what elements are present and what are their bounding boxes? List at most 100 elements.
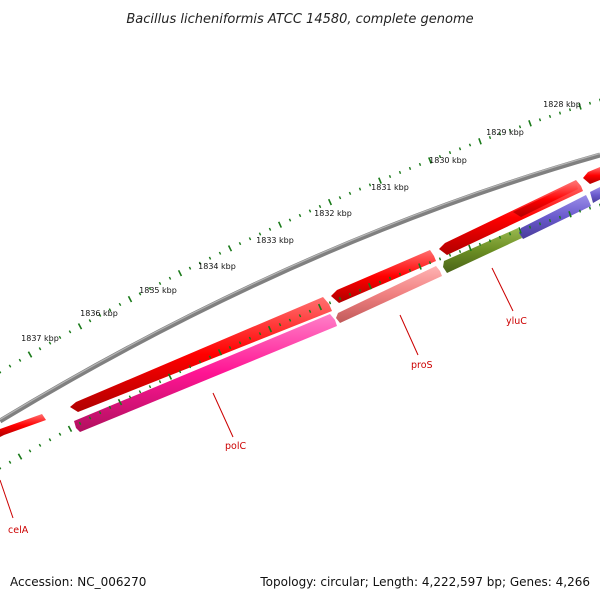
major-tick [267, 325, 273, 333]
gene-track [74, 187, 600, 432]
minor-tick [458, 147, 462, 151]
minor-tick [128, 395, 132, 399]
minor-tick [108, 405, 112, 409]
minor-tick [458, 249, 462, 254]
minor-tick [448, 253, 452, 257]
minor-tick [558, 215, 562, 219]
kbp-label: 1828 kbp [543, 100, 581, 109]
minor-tick [508, 232, 512, 236]
minor-tick [548, 114, 552, 118]
minor-tick [0, 466, 2, 470]
minor-tick [518, 125, 522, 129]
minor-tick [498, 132, 502, 136]
major-tick [27, 351, 33, 358]
minor-tick [98, 411, 102, 415]
minor-tick [28, 449, 32, 453]
minor-tick [108, 308, 112, 312]
minor-tick [188, 365, 192, 369]
kbp-label: 1835 kbp [139, 286, 177, 295]
minor-tick [268, 227, 272, 231]
minor-tick [418, 162, 422, 166]
minor-tick [58, 432, 62, 436]
minor-tick [508, 128, 512, 132]
forward-cds-track [0, 167, 600, 437]
kbp-label: 1832 kbp [314, 209, 352, 218]
minor-tick [158, 281, 162, 286]
minor-tick [138, 292, 142, 296]
minor-tick [298, 213, 302, 218]
minor-tick [0, 370, 2, 374]
gene-labels: celA polC proS yluC [0, 267, 527, 536]
kbp-label: 1831 kbp [371, 183, 409, 192]
minor-tick [198, 360, 202, 364]
minor-tick [228, 345, 232, 350]
minor-tick [208, 256, 212, 260]
minor-tick [388, 276, 392, 280]
minor-tick [298, 314, 302, 318]
major-tick [368, 282, 372, 290]
minor-tick [168, 276, 172, 280]
outer-tick-ring [0, 98, 600, 374]
genome-backbone [0, 152, 600, 424]
gene-yluC[interactable] [443, 228, 522, 273]
cds-feature[interactable] [513, 182, 578, 217]
major-tick [468, 244, 472, 252]
kbp-label: 1837 kbp [21, 334, 59, 343]
map-title: Bacillus licheniformis ATCC 14580, compl… [126, 12, 473, 27]
major-tick [77, 323, 83, 330]
gene-label-yluC[interactable]: yluC [506, 316, 527, 327]
minor-tick [278, 323, 282, 327]
topology-text: Topology: circular; Length: 4,222,597 bp… [259, 575, 590, 589]
minor-tick [288, 218, 292, 222]
minor-tick [378, 280, 382, 284]
cds-feature[interactable] [0, 414, 46, 437]
minor-tick [18, 358, 22, 362]
minor-tick [148, 287, 152, 291]
minor-tick [78, 421, 82, 425]
major-tick [117, 398, 123, 406]
minor-tick [118, 302, 122, 307]
minor-tick [138, 390, 142, 394]
gene-proS[interactable] [336, 266, 442, 323]
minor-tick [248, 237, 252, 241]
major-tick [327, 198, 333, 206]
kbp-label: 1833 kbp [256, 236, 294, 245]
major-tick [67, 425, 73, 432]
minor-tick [488, 136, 492, 140]
gene-unlabeled[interactable] [519, 195, 591, 239]
minor-tick [238, 341, 242, 345]
minor-tick [528, 225, 532, 229]
minor-tick [88, 319, 92, 323]
minor-tick [328, 301, 332, 305]
gene-label-polC[interactable]: polC [225, 441, 246, 452]
minor-tick [238, 241, 242, 246]
major-tick [127, 295, 133, 303]
minor-tick [58, 335, 62, 339]
kbp-label: 1830 kbp [429, 156, 467, 165]
minor-tick [388, 175, 392, 179]
minor-tick [158, 380, 162, 384]
gene-label-proS[interactable]: proS [411, 360, 433, 371]
major-tick [518, 227, 522, 234]
cds-feature[interactable] [331, 250, 436, 303]
cds-feature[interactable] [70, 297, 332, 412]
minor-tick [308, 209, 312, 213]
minor-tick [8, 460, 12, 464]
minor-tick [188, 266, 192, 270]
cds-feature[interactable] [583, 167, 600, 184]
minor-tick [438, 257, 442, 261]
minor-tick [448, 151, 452, 155]
minor-tick [498, 235, 502, 239]
kbp-label: 1834 kbp [198, 262, 236, 271]
minor-tick [478, 242, 482, 246]
minor-tick [318, 204, 322, 209]
gene-polC[interactable] [74, 314, 337, 432]
minor-tick [258, 232, 262, 236]
minor-tick [548, 219, 552, 223]
gene-label-celA[interactable]: celA [8, 525, 29, 536]
minor-tick [568, 108, 572, 112]
minor-tick [178, 370, 182, 374]
major-tick [418, 263, 422, 270]
gene-unlabeled[interactable] [590, 187, 600, 203]
